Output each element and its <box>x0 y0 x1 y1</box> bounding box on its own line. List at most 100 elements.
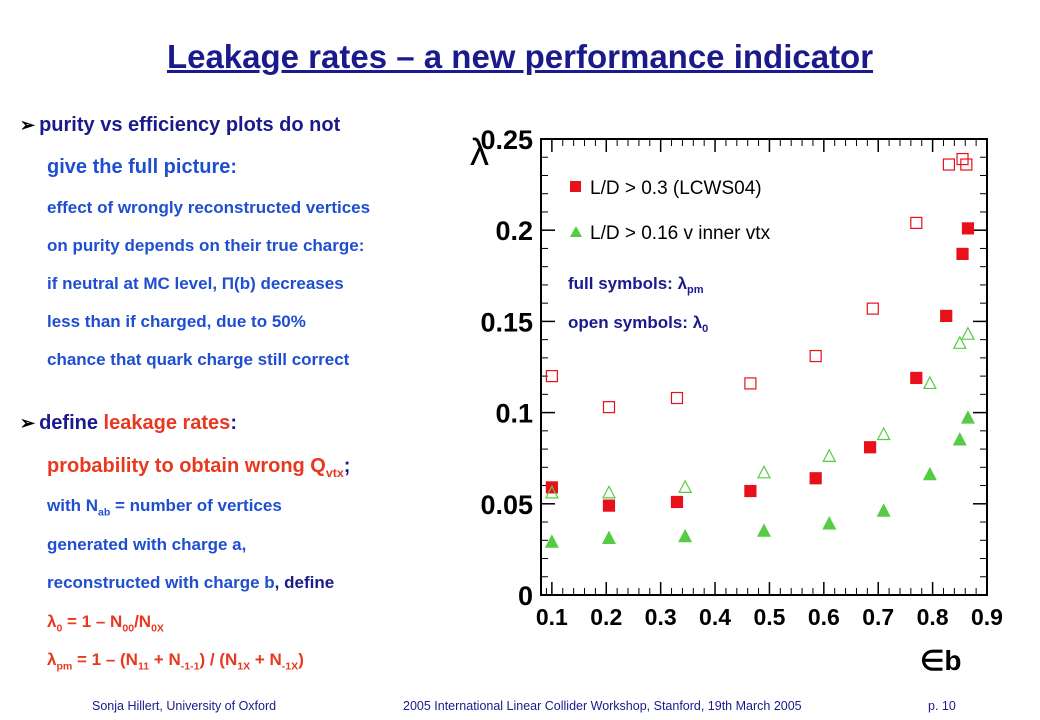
green-triangle-filled-point <box>822 516 837 530</box>
red-square-filled-point <box>602 499 616 512</box>
green-triangle-open-point <box>757 464 771 479</box>
footer-author: Sonja Hillert, University of Oxford <box>92 699 277 713</box>
x-tick-labels: 0.1 0.2 0.3 0.4 0.5 0.6 0.7 0.8 0.9 <box>536 604 1003 630</box>
red-square-open-point <box>942 158 956 171</box>
green-triangle-filled-point <box>757 523 771 537</box>
bullet-1-detail-3: if neutral at MC level, Π(b) decreases <box>47 274 344 293</box>
formula2-sub: pm <box>56 660 73 673</box>
red-square-open-point <box>602 401 616 414</box>
nab-line: with Nab = number of vertices <box>47 496 282 518</box>
bullet-1-detail-2: on purity depends on their true charge: <box>47 236 365 255</box>
bullet-1-line-2: give the full picture: <box>47 156 238 178</box>
legend-marker-red-square <box>570 181 581 192</box>
formula2-d: + N <box>250 650 282 669</box>
green-triangle-filled-point <box>952 432 967 446</box>
formula1-b: /N <box>134 612 152 631</box>
bullet-1-detail-1: effect of wrongly reconstructed vertices <box>47 198 371 217</box>
red-square-open-point <box>866 302 879 315</box>
lambda-symbol: λ <box>47 650 57 669</box>
formula1-sub: 0 <box>56 622 63 635</box>
x-tick-label: 0.9 <box>971 604 1003 630</box>
arrow-bullet-icon: ➢ <box>20 115 36 135</box>
bullet-1-detail-5: chance that quark charge still correct <box>47 350 350 369</box>
formula2-s2: -1-1 <box>180 660 200 673</box>
footer-event: 2005 International Linear Collider Works… <box>403 699 802 713</box>
x-tick-label: 0.7 <box>862 604 894 630</box>
open-symbols-note: open symbols: λ0 <box>568 313 708 335</box>
bullet-1: ➢ purity vs efficiency plots do not <box>20 114 340 137</box>
green-triangle-open-point <box>544 485 559 499</box>
green-triangle-filled-point <box>544 534 559 548</box>
red-square-filled-point <box>956 247 969 261</box>
y-tick-label: 0.25 <box>480 125 533 155</box>
red-square-filled-point <box>961 222 975 235</box>
lambda-symbol: λ <box>47 612 57 631</box>
formula2-b: + N <box>149 650 181 669</box>
nab-sub: ab <box>98 506 111 519</box>
y-tick-label: 0.05 <box>480 490 533 520</box>
probability-sub: vtx <box>325 466 344 480</box>
x-tick-label: 0.1 <box>536 604 568 630</box>
red-square-open-point <box>670 391 684 405</box>
green-triangle-filled-point <box>960 410 975 424</box>
formula2-s1: 11 <box>137 660 150 673</box>
red-square-filled-point <box>910 371 923 385</box>
green-triangle-filled-point <box>601 530 616 545</box>
formula1-a: = 1 – N <box>62 612 123 631</box>
leakage-rates-term: leakage rates <box>103 412 231 434</box>
bullet-2-post: : <box>230 412 237 434</box>
leakage-rate-chart: 0.1 0.2 0.3 0.4 0.5 0.6 0.7 0.8 0.9 0 0.05 0.1 0.15… <box>470 125 1003 676</box>
formula2-e: ) <box>298 650 304 669</box>
data-points <box>544 152 975 548</box>
bullet-2: ➢ define leakage rates: <box>20 412 237 435</box>
green-triangle-open-point <box>952 335 967 349</box>
legend-label-2: L/D > 0.16 v inner vtx <box>590 223 771 244</box>
green-triangle-open-point <box>922 375 937 390</box>
define-text: , define <box>274 573 335 592</box>
red-square-open-point <box>960 158 973 171</box>
x-tick-label: 0.2 <box>590 604 622 630</box>
red-square-open-point <box>545 370 558 383</box>
red-square-filled-point <box>863 441 877 454</box>
axis-ticks <box>541 138 988 596</box>
bullet-1-line-1: purity vs efficiency plots do not <box>39 114 341 136</box>
y-tick-label: 0 <box>518 581 533 611</box>
x-axis-label: ∈b <box>920 645 962 676</box>
nab-text-b: = number of vertices <box>110 496 282 515</box>
x-tick-label: 0.8 <box>917 604 949 630</box>
arrow-bullet-icon: ➢ <box>20 413 36 433</box>
reconstructed-text: reconstructed with charge b <box>47 573 275 592</box>
legend-label-1: L/D > 0.3 (LCWS04) <box>590 178 762 199</box>
formula-lambda0: λ0 = 1 – N00/N0X <box>47 612 164 634</box>
formula2-s4: -1X <box>281 660 299 673</box>
formula2-s3: 1X <box>237 660 251 673</box>
probability-line: probability to obtain wrong Qvtx; <box>47 455 350 480</box>
green-triangle-open-point <box>601 485 616 499</box>
y-tick-labels: 0 0.05 0.1 0.15 0.2 0.25 <box>480 125 533 611</box>
red-square-filled-point <box>940 309 953 323</box>
red-square-filled-point <box>744 484 757 498</box>
legend-marker-green-triangle <box>570 226 582 237</box>
footer-page-number: p. 10 <box>928 699 956 713</box>
formula-lambdapm: λpm = 1 – (N11 + N-1-1) / (N1X + N-1X) <box>47 650 304 672</box>
y-tick-label: 0.1 <box>495 399 533 429</box>
red-square-open-point <box>910 216 923 230</box>
green-triangle-open-point <box>678 479 693 493</box>
y-tick-label: 0.15 <box>480 307 533 337</box>
green-triangle-filled-point <box>678 528 693 543</box>
red-square-filled-point <box>809 472 822 485</box>
full-symbols-note: full symbols: λpm <box>568 274 704 296</box>
x-tick-label: 0.4 <box>699 604 731 630</box>
green-triangle-open-point <box>960 326 975 340</box>
green-triangle-filled-point <box>876 503 891 517</box>
y-tick-label: 0.2 <box>495 216 533 246</box>
green-triangle-filled-point <box>922 466 937 481</box>
nab-text-a: with N <box>47 496 98 515</box>
formula2-c: ) / (N <box>199 650 238 669</box>
red-square-open-point <box>744 377 757 390</box>
y-axis-label: λ <box>470 132 489 174</box>
green-triangle-open-point <box>822 448 837 462</box>
x-tick-label: 0.3 <box>645 604 677 630</box>
formula2-a: = 1 – (N <box>72 650 138 669</box>
formula1-sub2: 00 <box>122 622 135 635</box>
